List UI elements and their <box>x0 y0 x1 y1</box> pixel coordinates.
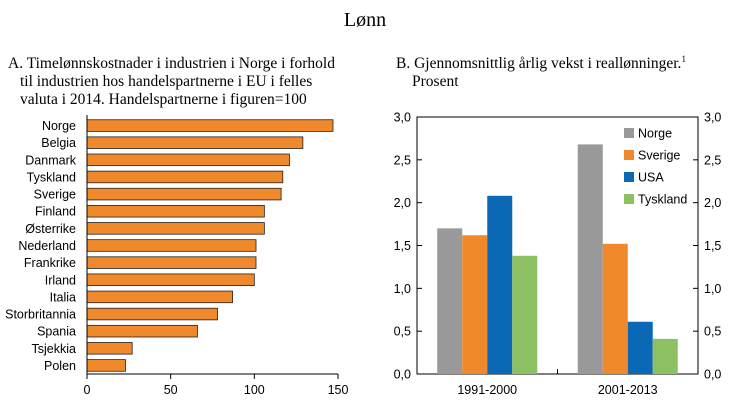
bar-sverige-1991-2000 <box>462 235 488 374</box>
bar-norge-2001-2013 <box>577 144 603 374</box>
panel-b-title-main: Gjennomsnittlig årlig vekst i reallønnin… <box>414 55 682 72</box>
bar-italia <box>86 290 233 304</box>
category-label-finland: Finland <box>35 205 76 219</box>
bar-tyskland <box>86 170 284 184</box>
x-tick-label-0: 0 <box>84 383 91 397</box>
panel-b-title-footnote: 1 <box>681 53 686 64</box>
bar-tsjekkia <box>86 342 133 355</box>
x-category-label-2001-2013: 2001-2013 <box>598 383 658 397</box>
legend-swatch-tyskland <box>624 194 634 204</box>
panel-b-title: B. Gjennomsnittlig årlig vekst i realløn… <box>396 53 726 91</box>
category-label-spania: Spania <box>37 325 76 339</box>
legend-label-tyskland: Tyskland <box>638 193 687 207</box>
panel-a-title-line-3: valuta i 2014. Handelspartnerne i figure… <box>20 91 307 108</box>
category-label-sterrike: Østerrike <box>25 222 76 236</box>
y-tick-label-left-2-0: 2,0 <box>394 196 411 210</box>
bar-tyskland-2001-2013 <box>652 338 678 374</box>
y-tick-label-left-0-0: 0,0 <box>394 368 411 382</box>
category-label-belgia: Belgia <box>41 136 76 150</box>
bar-usa-2001-2013 <box>627 321 653 374</box>
category-label-norge: Norge <box>42 119 76 133</box>
y-tick-label-right-1-0: 1,0 <box>704 282 721 296</box>
x-tick-label-100: 100 <box>244 383 265 397</box>
bar-usa-1991-2000 <box>487 195 513 374</box>
y-tick-label-right-2-0: 2,0 <box>704 196 721 210</box>
x-tick-label-150: 150 <box>328 383 349 397</box>
legend-label-norge: Norge <box>638 127 672 141</box>
category-label-irland: Irland <box>45 273 76 287</box>
panel-a-title-line-2: til industrien hos handelspartnerne i EU… <box>20 73 313 90</box>
bar-frankrike <box>86 256 257 269</box>
y-tick-label-right-0-0: 0,0 <box>704 368 721 382</box>
y-tick-label-right-3-0: 3,0 <box>704 111 721 125</box>
category-label-frankrike: Frankrike <box>24 256 76 270</box>
category-label-storbritannia: Storbritannia <box>5 308 76 322</box>
bar-spania <box>86 324 198 338</box>
y-tick-label-left-0-5: 0,5 <box>394 325 411 339</box>
y-tick-label-left-1-5: 1,5 <box>394 239 411 253</box>
category-label-nederland: Nederland <box>18 239 76 253</box>
bar-norge-1991-2000 <box>437 228 463 374</box>
bar-irland <box>86 273 255 286</box>
panel-b-label: B. <box>396 55 411 72</box>
y-tick-label-left-2-5: 2,5 <box>394 153 411 167</box>
category-label-danmark: Danmark <box>25 153 76 167</box>
y-tick-label-right-0-5: 0,5 <box>704 325 721 339</box>
bar-storbritannia <box>86 307 218 321</box>
bar-sverige <box>86 187 282 201</box>
bar-sverige-2001-2013 <box>602 243 628 374</box>
legend-swatch-norge <box>624 128 634 138</box>
chart-b: 0,0 0,0 0,5 0,5 1,0 1,0 1,5 1,5 2,0 2,0 2,5 2,5 3,0 3… <box>394 111 722 398</box>
chart-a: Norge Belgia Danmark Tyskland Sverige Finland… <box>5 115 348 397</box>
panel-a-label: A. <box>8 55 24 72</box>
bar-finland <box>86 205 265 218</box>
bar-norge <box>86 119 334 132</box>
legend-label-sverige: Sverige <box>638 149 680 163</box>
bar-tyskland-1991-2000 <box>512 255 538 374</box>
category-label-sverige: Sverige <box>34 188 76 202</box>
figure-title: Lønn <box>343 9 387 31</box>
x-category-label-1991-2000: 1991-2000 <box>457 383 517 397</box>
bar-belgia <box>86 136 304 149</box>
y-tick-label-right-1-5: 1,5 <box>704 239 721 253</box>
legend-label-usa: USA <box>638 171 664 185</box>
panel-a-title: A. Timelønnskostnader i industrien i Nor… <box>8 55 378 109</box>
bar-sterrike <box>86 222 265 235</box>
bar-nederland <box>86 239 257 252</box>
legend-swatch-sverige <box>624 150 634 160</box>
panel-b-title-line-2: Prosent <box>412 73 459 90</box>
category-label-italia: Italia <box>50 290 76 304</box>
category-label-tsjekkia: Tsjekkia <box>32 342 77 356</box>
legend-swatch-usa <box>624 172 634 182</box>
bar-polen <box>86 359 126 372</box>
panel-a-title-line-1: Timelønnskostnader i industrien i Norge … <box>26 55 335 72</box>
y-tick-label-left-3-0: 3,0 <box>394 111 411 125</box>
bar-danmark <box>86 153 290 167</box>
y-tick-label-left-1-0: 1,0 <box>394 282 411 296</box>
category-label-tyskland: Tyskland <box>27 170 76 184</box>
x-tick-label-50: 50 <box>164 383 178 397</box>
y-tick-label-right-2-5: 2,5 <box>704 153 721 167</box>
category-label-polen: Polen <box>44 359 76 373</box>
